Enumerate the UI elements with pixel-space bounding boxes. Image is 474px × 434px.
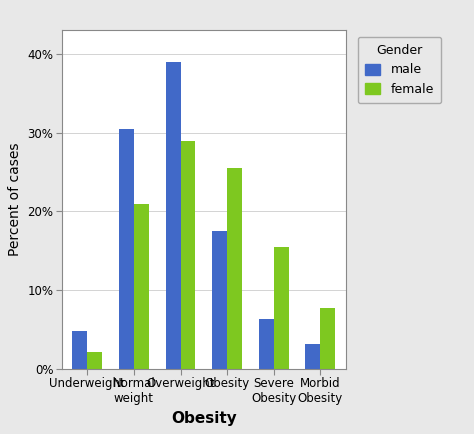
Bar [274,247,289,369]
Bar [212,231,227,369]
Bar [134,204,149,369]
Bar [73,331,87,369]
Bar [87,352,102,369]
Bar [259,319,274,369]
Bar [181,141,195,369]
X-axis label: Obesity: Obesity [171,411,237,426]
Bar [227,168,242,369]
Bar [305,344,320,369]
Y-axis label: Percent of cases: Percent of cases [8,143,22,256]
Legend: male, female: male, female [358,36,441,103]
Bar [165,62,181,369]
Bar [320,308,335,369]
Bar [119,129,134,369]
